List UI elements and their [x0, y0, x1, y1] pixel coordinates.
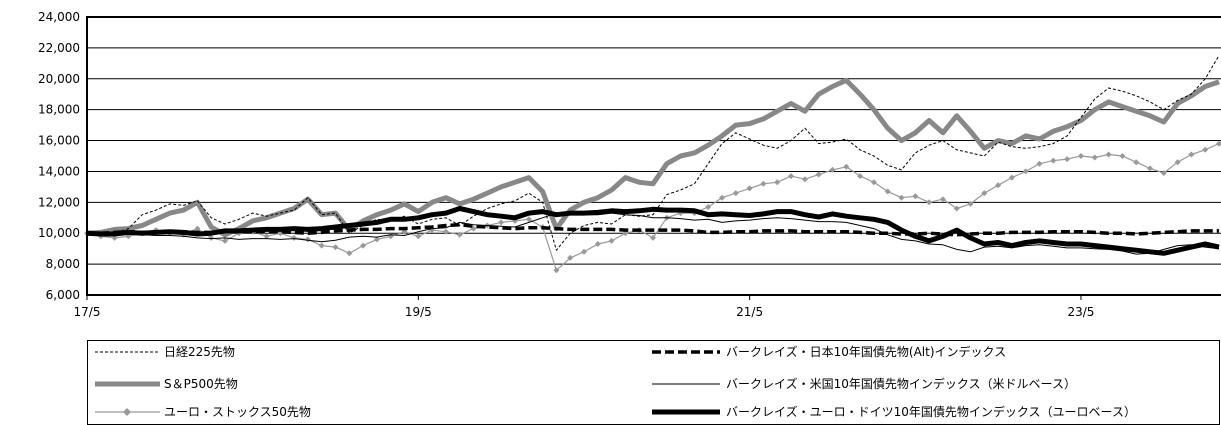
euro-germany-bond-line [86, 206, 1220, 256]
eurostoxx50-marker [788, 173, 794, 180]
eurostoxx50-marker [608, 237, 615, 244]
chart-axes [86, 16, 1221, 296]
eurostoxx50-marker [926, 199, 933, 206]
legend-item-euro-germany-bond: バークレイズ・ユーロ・ドイツ10年国債先物インデックス（ユーロベース） [652, 404, 1136, 419]
eurostoxx50-marker [912, 193, 919, 200]
eurostoxx50-marker [387, 233, 394, 240]
eurostoxx50-marker [208, 234, 215, 241]
eurostoxx50-marker [1216, 140, 1221, 147]
eurostoxx50-marker [291, 234, 298, 241]
y-tick-label: 6,000 [46, 288, 80, 302]
eurostoxx50-marker [581, 248, 587, 255]
y-tick-label: 12,000 [38, 195, 80, 209]
eurostoxx50-marker [1105, 151, 1112, 158]
eurostoxx50-marker [346, 250, 353, 257]
legend-label: ユーロ・ストックス50先物 [164, 405, 311, 419]
eurostoxx50-marker [760, 180, 767, 187]
eurostoxx50-marker [981, 190, 988, 197]
eurostoxx50-marker [884, 188, 891, 195]
eurostoxx50-marker [332, 244, 339, 251]
eurostoxx50-marker [373, 236, 380, 243]
legend-item-sp500: S＆P500先物 [95, 377, 238, 391]
eurostoxx50-marker [939, 196, 946, 203]
eurostoxx50-marker [815, 171, 822, 178]
eurostoxx50-marker [1078, 153, 1084, 159]
eurostoxx50-marker [360, 242, 367, 249]
eurostoxx50-marker [650, 234, 656, 241]
eurostoxx50-marker [442, 228, 449, 235]
y-tick-label: 24,000 [38, 10, 80, 24]
eurostoxx50-marker [1119, 153, 1126, 159]
eurostoxx50-marker [732, 190, 739, 197]
eurostoxx50-marker [719, 194, 725, 201]
y-tick-label: 14,000 [38, 164, 80, 178]
eurostoxx50-marker [1036, 160, 1043, 167]
y-tick-label: 22,000 [38, 41, 80, 55]
eurostoxx50-marker [857, 173, 864, 180]
eurostoxx50-marker [318, 242, 325, 249]
eurostoxx50-marker [525, 216, 532, 223]
legend-label: 日経225先物 [164, 345, 235, 359]
eurostoxx50-marker [801, 176, 808, 183]
x-tick-label: 19/5 [405, 305, 432, 319]
eurostoxx50-marker [456, 231, 463, 238]
eurostoxx50-marker [194, 225, 201, 232]
eurostoxx50-marker [843, 163, 850, 170]
eurostoxx50-marker [774, 179, 781, 186]
legend-label: バークレイズ・日本10年国債先物(Alt)インデックス [726, 344, 1006, 359]
eurostoxx50-marker [953, 205, 960, 212]
legend-item-nikkei225: 日経225先物 [95, 345, 235, 359]
legend-item-us-bond: バークレイズ・米国10年国債先物インデックス（米ドルベース） [652, 376, 1076, 391]
eurostoxx50-marker [967, 200, 974, 207]
eurostoxx50-marker [1091, 154, 1098, 161]
eurostoxx50-marker [1188, 151, 1195, 158]
eurostoxx50-marker [1022, 168, 1029, 175]
eurostoxx50-marker [567, 254, 574, 261]
eurostoxx50-marker [263, 233, 270, 240]
eurostoxx50-marker [705, 204, 712, 210]
eurostoxx50-marker [1160, 170, 1167, 176]
legend-label: バークレイズ・米国10年国債先物インデックス（米ドルベース） [726, 376, 1076, 391]
eurostoxx50-marker [829, 166, 836, 173]
y-tick-label: 18,000 [38, 103, 80, 117]
eurostoxx50-marker [1050, 157, 1057, 164]
eurostoxx50-marker [1133, 159, 1140, 166]
eurostoxx50-marker [222, 237, 228, 244]
legend-label: S＆P500先物 [164, 377, 238, 391]
legend-item-japan-bond: バークレイズ・日本10年国債先物(Alt)インデックス [652, 344, 1006, 359]
eurostoxx50-marker [553, 267, 560, 274]
eurostoxx50-marker [594, 241, 601, 247]
eurostoxx50-marker [1064, 156, 1071, 163]
eurostoxx50-marker [995, 182, 1002, 189]
eurostoxx50-marker [898, 194, 905, 201]
eurostoxx50-marker [1147, 165, 1153, 172]
legend-diamond-marker [123, 408, 131, 416]
eurostoxx50-marker [746, 185, 753, 192]
y-tick-label: 8,000 [46, 257, 80, 271]
x-tick-label: 17/5 [74, 305, 101, 319]
us-bond-line [87, 212, 1220, 255]
eurostoxx50-marker [498, 219, 505, 226]
eurostoxx50-marker [1174, 159, 1181, 166]
eurostoxx50-marker [1008, 174, 1015, 181]
y-tick-label: 20,000 [38, 72, 80, 86]
eurostoxx50-marker [1202, 146, 1209, 153]
eurostoxx50-marker [415, 233, 422, 240]
nikkei225-line [86, 55, 1220, 251]
sp500-line [86, 77, 1220, 238]
legend-label: バークレイズ・ユーロ・ドイツ10年国債先物インデックス（ユーロベース） [726, 404, 1136, 419]
x-tick-label: 21/5 [736, 305, 763, 319]
eurostoxx50-marker [870, 179, 877, 186]
chart-grid: 24,000 22,000 20,000 18,000 16,000 14,000 12,0… [38, 10, 1221, 319]
chart-series [84, 55, 1221, 274]
legend-item-eurostoxx50: ユーロ・ストックス50先物 [95, 405, 311, 419]
y-tick-label: 16,000 [38, 134, 80, 148]
eurostoxx50-marker [304, 236, 311, 243]
x-tick-label: 23/5 [1067, 305, 1094, 319]
y-tick-label: 10,000 [38, 226, 80, 240]
legend: 日経225先物 S＆P500先物 ユーロ・ストックス50先物 バークレイズ・日本… [87, 340, 1220, 425]
